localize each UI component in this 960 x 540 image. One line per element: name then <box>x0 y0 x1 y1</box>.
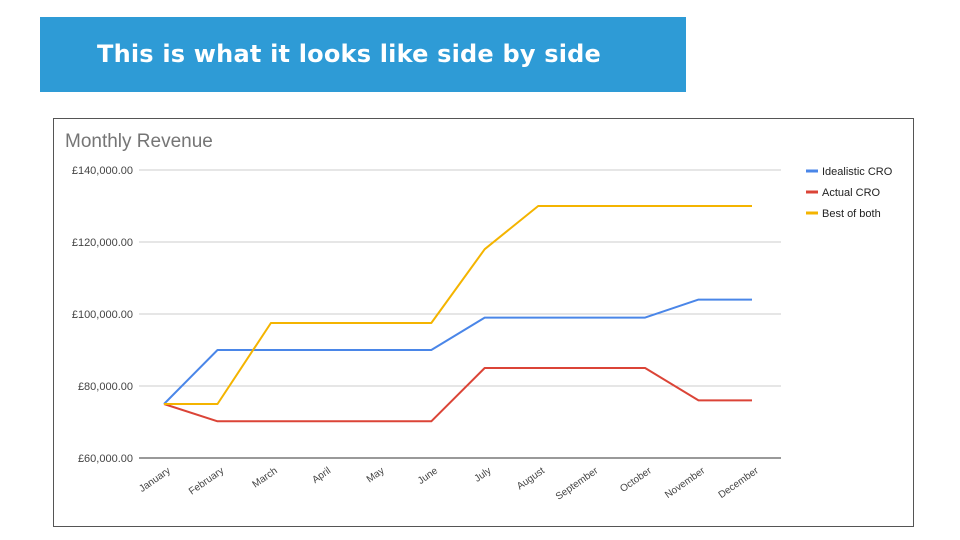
legend-swatch <box>806 190 818 194</box>
x-tick-label: July <box>473 465 494 484</box>
series-lines <box>163 205 752 423</box>
legend: Idealistic CRO Actual CRO Best of both <box>806 166 893 220</box>
y-tick-label: £120,000.00 <box>72 237 133 249</box>
legend-label: Best of both <box>822 208 881 220</box>
slide-title: This is what it looks like side by side <box>97 40 602 68</box>
y-tick-label: £80,000.00 <box>78 381 133 393</box>
x-tick-label: March <box>251 465 280 490</box>
monthly-revenue-chart: Monthly Revenue £60,000.00 £80,000.00 £100… <box>65 131 893 503</box>
x-tick-label: February <box>187 465 226 497</box>
y-tick-label: £60,000.00 <box>78 453 133 465</box>
x-tick-label: October <box>618 465 654 495</box>
legend-label: Idealistic CRO <box>822 166 893 178</box>
legend-swatch <box>806 211 818 215</box>
chart-title: Monthly Revenue <box>65 131 213 152</box>
x-tick-label: November <box>663 465 708 501</box>
x-tick-label: June <box>416 465 440 487</box>
chart-frame: Monthly Revenue £60,000.00 £80,000.00 £100… <box>53 118 914 527</box>
y-tick-label: £140,000.00 <box>72 165 133 177</box>
title-banner: This is what it looks like side by side <box>40 17 686 92</box>
legend-label: Actual CRO <box>822 187 881 199</box>
x-tick-label: April <box>310 465 333 485</box>
series-line-actual-cro <box>163 367 752 423</box>
x-tick-label: May <box>365 465 387 485</box>
x-tick-label: January <box>137 465 172 494</box>
series-line-best-of-both <box>164 205 752 405</box>
grid-lines <box>139 169 781 459</box>
x-tick-label: September <box>554 465 601 502</box>
x-tick-label: August <box>515 465 547 492</box>
x-tick-label: December <box>717 465 762 501</box>
legend-swatch <box>806 169 818 173</box>
x-axis-ticks: January February March April May June July Augu… <box>137 465 761 502</box>
y-axis-ticks: £60,000.00 £80,000.00 £100,000.00 £120,000.… <box>72 165 133 465</box>
series-line-idealistic-cro <box>163 298 752 405</box>
y-tick-label: £100,000.00 <box>72 309 133 321</box>
